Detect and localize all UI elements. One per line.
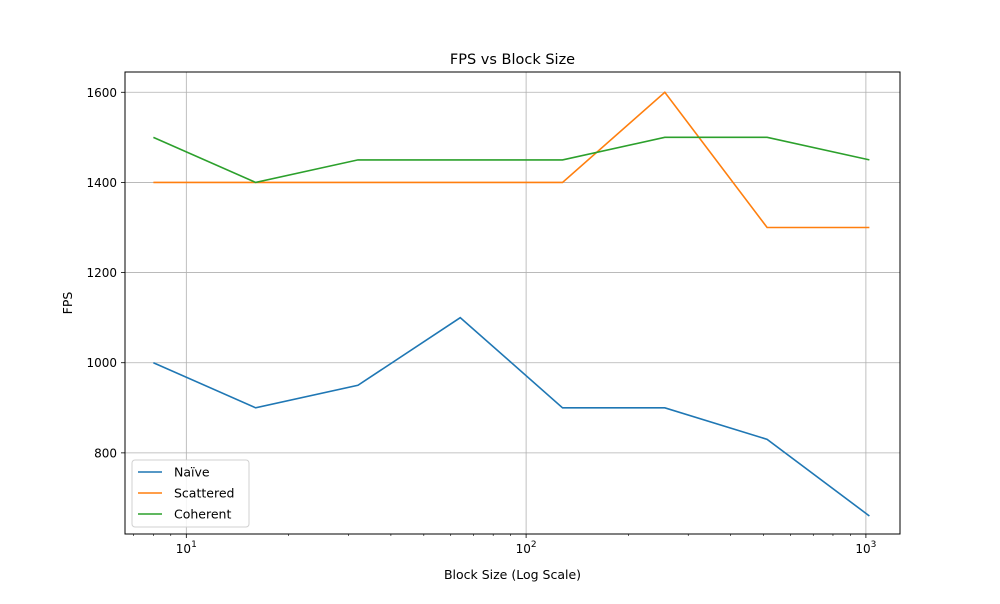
y-axis-label: FPS	[60, 292, 75, 315]
y-tick-label: 1000	[86, 356, 117, 370]
x-tick-label-exponent: 1	[191, 540, 197, 550]
y-tick-label: 1600	[86, 86, 117, 100]
chart-title: FPS vs Block Size	[450, 52, 575, 68]
plot-frame	[124, 71, 901, 535]
legend-box	[131, 459, 250, 528]
x-tick-label-exponent: 2	[531, 540, 537, 550]
y-tick-label: 1200	[86, 266, 117, 280]
y-tick-label: 1400	[86, 176, 117, 190]
x-tick-label-base: 10	[176, 542, 191, 556]
x-tick-label: 101	[176, 540, 197, 556]
series-line-1	[153, 91, 870, 229]
legend-label-2: Coherent	[174, 507, 231, 522]
series-line-2	[153, 136, 870, 184]
series-layer	[153, 91, 870, 517]
x-tick-label-base: 10	[855, 542, 870, 556]
x-axis-label: Block Size (Log Scale)	[444, 567, 581, 582]
x-tick-label-exponent: 3	[871, 540, 877, 550]
x-tick-label-base: 10	[516, 542, 531, 556]
series-line-0	[153, 316, 870, 517]
legend-label-1: Scattered	[174, 486, 234, 501]
x-tick-label: 103	[855, 540, 876, 556]
y-tick-label: 800	[94, 446, 117, 460]
legend: Naïve Scattered Coherent	[131, 459, 250, 528]
legend-label-0: Naïve	[174, 465, 210, 480]
x-tick-label: 102	[516, 540, 537, 556]
